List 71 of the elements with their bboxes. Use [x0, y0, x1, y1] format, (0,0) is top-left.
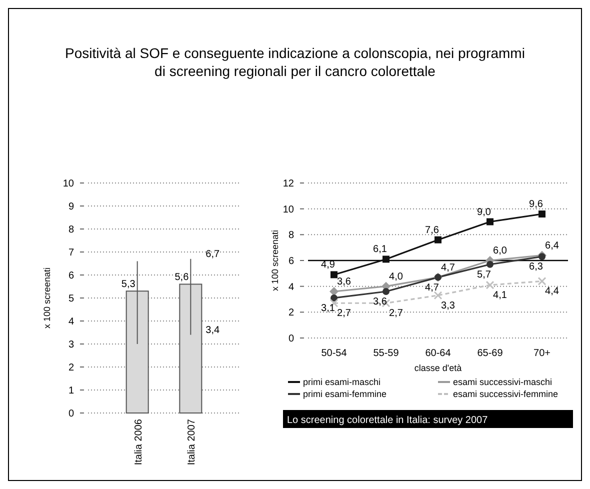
y-tick-label: 6 — [288, 256, 294, 267]
text: Positività al SOF e conseguente indicazione a colonscopia, nei programmi di screening regionali per il cancro colorettale — [65, 45, 525, 79]
x-tick-label: 65-69 — [477, 348, 504, 359]
text: Lo screening colorettale in Italia: survey 2007 — [287, 415, 488, 426]
x-tick-label: 60-64 — [425, 348, 452, 359]
point — [538, 276, 546, 286]
point — [434, 236, 442, 244]
x-tick-label: Italia 2006 — [133, 418, 144, 466]
data-label: 6,3 — [529, 262, 544, 273]
point — [330, 287, 338, 296]
data-label: 9,6 — [529, 199, 544, 210]
data-label: 4,1 — [493, 290, 508, 302]
y-tick-label: 2 — [288, 308, 294, 319]
y-tick-label: 5 — [68, 294, 74, 304]
legend-label: esami successivi-maschi — [453, 377, 552, 387]
annotation: 3,4 — [206, 324, 220, 336]
data-label: 7,6 — [425, 224, 440, 236]
data-label: 4,4 — [545, 286, 560, 298]
y-tick-label: 0 — [288, 334, 294, 344]
data-label: 4,7 — [425, 282, 440, 294]
annotation: 6,7 — [206, 248, 220, 260]
data-label: 2,7 — [337, 308, 352, 320]
y-tick-label: 9 — [68, 202, 74, 212]
data-label: 5,3 — [121, 279, 136, 290]
data-label: 6,0 — [493, 246, 508, 256]
y-axis-title: x 100 screenati — [42, 267, 52, 329]
y-tick-label: 4 — [68, 316, 74, 328]
y-tick-label: 0 — [68, 408, 74, 420]
y-tick-label: 6 — [68, 270, 74, 282]
data-label: 3,1 — [321, 302, 336, 314]
data-label: 2,7 — [389, 308, 404, 320]
point — [486, 218, 494, 226]
data-label: 4,7 — [441, 262, 456, 274]
point — [330, 294, 338, 302]
y-tick-label: 8 — [288, 230, 294, 242]
data-label: 3,6 — [373, 296, 388, 308]
y-tick-label: 3 — [68, 340, 74, 350]
data-label: 6,1 — [373, 244, 388, 256]
legend-label: primi esami-femmine — [303, 389, 387, 399]
y-tick-label: 10 — [62, 178, 74, 190]
x-tick-label: Italia 2007 — [186, 418, 198, 466]
legend-label: esami successivi-femmine — [453, 389, 558, 399]
point — [486, 260, 494, 268]
data-label: 6,4 — [545, 240, 560, 252]
data-label: 9,0 — [477, 206, 492, 218]
point — [382, 256, 390, 263]
data-label: 3,3 — [441, 300, 456, 312]
y-tick-label: 4 — [288, 282, 294, 293]
y-tick-label: 7 — [68, 248, 74, 258]
point — [434, 291, 442, 300]
y-tick-label: 2 — [68, 362, 74, 374]
point — [382, 288, 390, 295]
x-tick-label: 55-59 — [373, 348, 400, 359]
y-axis-title: x 100 screenati — [270, 230, 280, 292]
point — [538, 253, 546, 260]
legend-label: primi esami-maschi — [303, 377, 381, 387]
data-label: 3,6 — [337, 276, 352, 288]
data-label: 5,6 — [174, 272, 190, 284]
x-tick-label: 70+ — [534, 348, 551, 359]
data-label: 4,0 — [389, 271, 404, 282]
data-label: 5,7 — [477, 269, 492, 280]
y-tick-label: 8 — [68, 224, 74, 236]
data-label: 4,9 — [321, 260, 336, 271]
point — [330, 271, 338, 278]
y-tick-label: 1 — [68, 386, 74, 396]
x-axis-title: classe d'età — [414, 363, 462, 373]
point — [486, 280, 494, 290]
point — [538, 210, 546, 218]
y-tick-label: 12 — [282, 178, 294, 190]
y-tick-label: 10 — [282, 204, 294, 216]
x-tick-label: 50-54 — [321, 348, 348, 359]
